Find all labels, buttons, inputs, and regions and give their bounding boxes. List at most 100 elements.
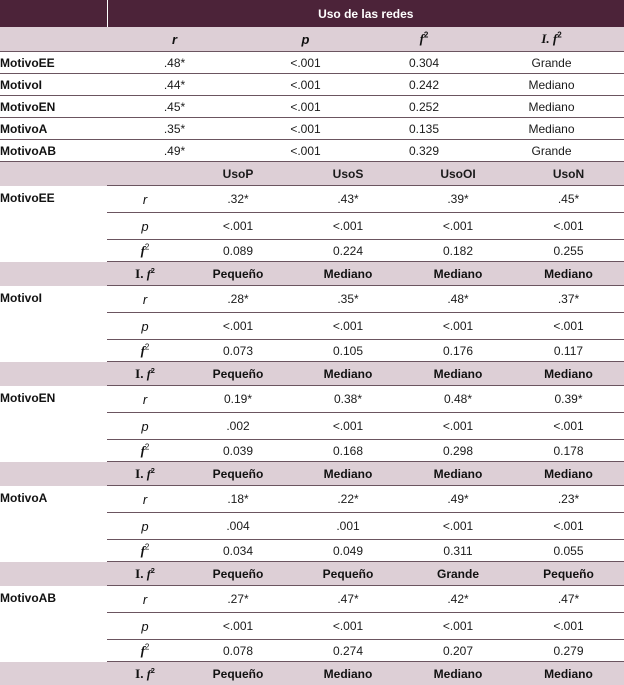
cell-r-usos: .22*: [293, 486, 403, 513]
interpretation-spacer: [0, 562, 107, 586]
cell-f2-uson: 0.255: [513, 240, 624, 262]
cell-f2-usos: 0.224: [293, 240, 403, 262]
cell-r-usop: 0.19*: [183, 386, 293, 413]
cell-r-usooi: 0.48*: [403, 386, 513, 413]
cell-f2: 0.329: [369, 140, 479, 162]
subscale-table: UsoP UsoS UsoOI UsoN MotivoEE r .32* .43…: [0, 162, 624, 685]
cell-if2-usooi: Mediano: [403, 362, 513, 386]
cell-if2-usop: Pequeño: [183, 462, 293, 486]
stat-label-r: r: [107, 386, 183, 413]
cell-if2-uson: Mediano: [513, 262, 624, 286]
interpretation-spacer: [0, 662, 107, 685]
row-label-motivoee: MotivoEE: [0, 52, 107, 74]
table-header-band: Uso de las redes: [0, 0, 624, 27]
table-row: MotivoEN .45* <.001 0.252 Mediano: [0, 96, 624, 118]
cell-p-usop: .004: [183, 513, 293, 540]
stat-label-if2: I. f2: [107, 462, 183, 486]
cell-r-usos: .47*: [293, 586, 403, 613]
interpretation-spacer: [0, 462, 107, 486]
cell-p-usooi: <.001: [403, 513, 513, 540]
cell-r: .49*: [107, 140, 242, 162]
cell-r-usos: .43*: [293, 186, 403, 213]
stat-label-f2: f2: [107, 540, 183, 562]
top-column-header-row: r p f2 I. f2: [0, 27, 624, 52]
stat-label-if2: I. f2: [107, 262, 183, 286]
cell-p-uson: <.001: [513, 213, 624, 240]
table-row: MotivoAB .49* <.001 0.329 Grande: [0, 140, 624, 162]
cell-f2: 0.252: [369, 96, 479, 118]
interpretation-spacer: [0, 262, 107, 286]
interpretation-spacer: [0, 362, 107, 386]
stat-label-if2: I. f2: [107, 362, 183, 386]
stat-label-r: r: [107, 486, 183, 513]
block-label-motivoen: MotivoEN: [0, 386, 107, 462]
stat-label-f2: f2: [107, 240, 183, 262]
cell-f2-uson: 0.279: [513, 640, 624, 662]
cell-r-usooi: .42*: [403, 586, 513, 613]
cell-p-usos: <.001: [293, 613, 403, 640]
row-label-motivoa: MotivoA: [0, 118, 107, 140]
column-header-r: r: [107, 27, 242, 52]
cell-f2-usop: 0.089: [183, 240, 293, 262]
cell-f2-usop: 0.039: [183, 440, 293, 462]
cell-f2-usop: 0.034: [183, 540, 293, 562]
sub-column-header-row: UsoP UsoS UsoOI UsoN: [0, 162, 624, 186]
cell-r-usop: .18*: [183, 486, 293, 513]
cell-if2-uson: Mediano: [513, 462, 624, 486]
cell-if2-usos: Mediano: [293, 362, 403, 386]
cell-f2-usooi: 0.311: [403, 540, 513, 562]
cell-p-usop: .002: [183, 413, 293, 440]
column-header-usos: UsoS: [293, 162, 403, 186]
cell-p-usooi: <.001: [403, 313, 513, 340]
cell-if2-usop: Pequeño: [183, 562, 293, 586]
cell-if2: Mediano: [479, 118, 624, 140]
cell-f2-usos: 0.049: [293, 540, 403, 562]
cell-f2-usop: 0.078: [183, 640, 293, 662]
table-row: MotivoEE r .32* .43* .39* .45*: [0, 186, 624, 213]
stat-label-p: p: [107, 313, 183, 340]
top-header-spacer: [0, 27, 107, 52]
cell-f2-uson: 0.055: [513, 540, 624, 562]
cell-r-uson: .47*: [513, 586, 624, 613]
cell-f2: 0.242: [369, 74, 479, 96]
stat-label-p: p: [107, 513, 183, 540]
cell-if2: Mediano: [479, 96, 624, 118]
cell-if2-usop: Pequeño: [183, 262, 293, 286]
cell-r-usop: .28*: [183, 286, 293, 313]
cell-r-uson: .37*: [513, 286, 624, 313]
interpretation-row: I. f2 Pequeño Mediano Mediano Mediano: [0, 662, 624, 685]
block-label-motivoa: MotivoA: [0, 486, 107, 562]
block-label-motivoab: MotivoAB: [0, 586, 107, 662]
cell-r-uson: .23*: [513, 486, 624, 513]
cell-r-usop: .27*: [183, 586, 293, 613]
cell-f2-usos: 0.168: [293, 440, 403, 462]
interpretation-row: I. f2 Pequeño Mediano Mediano Mediano: [0, 462, 624, 486]
cell-if2-usooi: Grande: [403, 562, 513, 586]
cell-p-usos: <.001: [293, 413, 403, 440]
stat-label-if2: I. f2: [107, 562, 183, 586]
cell-r-usos: .35*: [293, 286, 403, 313]
cell-f2-usos: 0.274: [293, 640, 403, 662]
stat-label-if2: I. f2: [107, 662, 183, 685]
stat-label-f2: f2: [107, 340, 183, 362]
cell-if2-usos: Pequeño: [293, 562, 403, 586]
cell-if2-usooi: Mediano: [403, 462, 513, 486]
cell-f2-usooi: 0.298: [403, 440, 513, 462]
cell-p: <.001: [242, 52, 369, 74]
cell-r-usos: 0.38*: [293, 386, 403, 413]
stat-label-p: p: [107, 613, 183, 640]
cell-f2-usooi: 0.207: [403, 640, 513, 662]
stat-label-p: p: [107, 413, 183, 440]
row-label-motivoen: MotivoEN: [0, 96, 107, 118]
cell-f2-usooi: 0.176: [403, 340, 513, 362]
cell-if2-usop: Pequeño: [183, 362, 293, 386]
cell-p-uson: <.001: [513, 513, 624, 540]
cell-if2-usop: Pequeño: [183, 662, 293, 685]
cell-f2-uson: 0.117: [513, 340, 624, 362]
row-label-motivoi: MotivoI: [0, 74, 107, 96]
table-row: MotivoAB r .27* .47* .42* .47*: [0, 586, 624, 613]
cell-p-uson: <.001: [513, 313, 624, 340]
sub-header-stat-spacer: [107, 162, 183, 186]
row-label-motivoab: MotivoAB: [0, 140, 107, 162]
table-row: MotivoI r .28* .35* .48* .37*: [0, 286, 624, 313]
